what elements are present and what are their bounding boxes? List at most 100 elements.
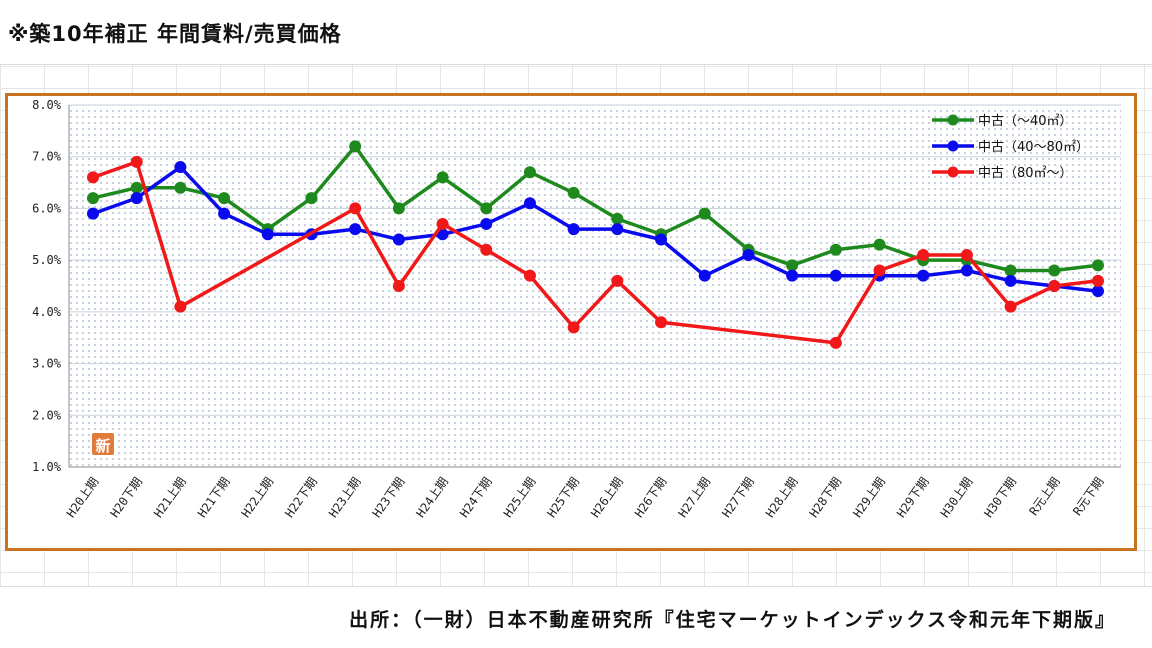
source-note: 出所：（一財）日本不動産研究所『住宅マーケットインデックス令和元年下期版』 — [349, 609, 1116, 631]
data-point — [130, 192, 143, 205]
data-point — [655, 233, 668, 246]
x-tick-label: H30上期 — [938, 475, 976, 520]
legend-label: 中古（～40㎡） — [978, 114, 1073, 129]
footer-band: 出所：（一財）日本不動産研究所『住宅マーケットインデックス令和元年下期版』 — [0, 586, 1152, 648]
data-point — [611, 274, 624, 287]
legend: 中古（～40㎡） 中古（40～80㎡） 中古（80㎡～） — [932, 114, 1089, 181]
data-point — [436, 217, 449, 230]
legend-label: 中古（40～80㎡） — [978, 140, 1089, 155]
y-tick-label: 3.0% — [32, 357, 62, 371]
x-tick-label: H28下期 — [807, 475, 845, 520]
x-tick-label: R元下期 — [1070, 475, 1106, 518]
data-point — [611, 212, 624, 225]
line-chart: 1.0%2.0%3.0%4.0%5.0%6.0%7.0%8.0% H20上期 H2… — [32, 98, 1121, 520]
x-tick-label: R元上期 — [1026, 475, 1062, 518]
data-point — [480, 202, 493, 215]
x-tick-label: H24上期 — [413, 475, 451, 520]
x-tick-label: H26上期 — [588, 475, 626, 520]
data-point — [960, 264, 973, 277]
data-point — [392, 202, 405, 215]
data-point — [1004, 300, 1017, 313]
data-point — [829, 269, 842, 282]
data-point — [349, 140, 362, 153]
data-point — [523, 197, 536, 210]
y-tick-label: 2.0% — [32, 408, 62, 422]
x-tick-label: H30下期 — [981, 475, 1019, 520]
series-line — [92, 144, 1099, 273]
data-point — [742, 248, 755, 261]
legend-swatch-marker — [947, 140, 959, 152]
data-point — [87, 192, 99, 205]
legend-swatch-marker — [947, 114, 959, 126]
x-tick-label: H20上期 — [64, 475, 102, 520]
data-point — [567, 223, 580, 236]
data-point — [1048, 264, 1061, 277]
x-tick-label: H20下期 — [107, 475, 145, 520]
x-tick-label: H22下期 — [282, 475, 320, 520]
y-tick-label: 7.0% — [32, 150, 62, 164]
data-point — [436, 228, 449, 241]
data-point — [392, 233, 405, 246]
y-tick-label: 6.0% — [32, 201, 62, 215]
data-point — [87, 207, 99, 220]
y-tick-label: 8.0% — [32, 98, 62, 112]
data-point — [655, 316, 668, 329]
data-point — [567, 186, 580, 199]
data-point — [917, 248, 930, 261]
data-point — [480, 243, 493, 256]
legend-label: 中古（80㎡～） — [978, 166, 1073, 181]
data-point — [261, 228, 274, 241]
data-point — [829, 336, 842, 349]
series-layer — [87, 140, 1104, 349]
data-point — [349, 223, 362, 236]
x-tick-label: H27下期 — [719, 475, 757, 520]
data-point — [1004, 274, 1017, 287]
chart-frame[interactable]: 1.0% 2.0% 3.0% 4.0% 5.0% 6.0% 7.0% 8.0% H20上期 H2… — [5, 93, 1137, 551]
x-tick-label: H22上期 — [239, 475, 277, 520]
data-point — [611, 223, 624, 236]
data-point — [480, 217, 493, 230]
plot-area — [69, 105, 1121, 467]
data-point — [174, 161, 187, 174]
title-band: ※築10年補正 年間賃料/売買価格 — [0, 0, 1152, 65]
data-point — [392, 280, 405, 292]
data-point — [786, 259, 799, 272]
x-axis-ticks: H20上期 H20下期 H21上期 H21下期 H22上期 H22下期 H23上期 H23下期… — [64, 475, 1107, 520]
x-tick-label: H27上期 — [676, 475, 714, 520]
x-tick-label: H26下期 — [632, 475, 670, 520]
x-tick-label: H24下期 — [457, 475, 495, 520]
x-tick-label: H23下期 — [370, 475, 408, 520]
data-point — [698, 207, 711, 220]
x-tick-label: H21下期 — [195, 475, 233, 520]
data-point — [960, 248, 973, 261]
data-point — [917, 269, 930, 282]
data-point — [87, 171, 99, 184]
new-badge-label: 新 — [95, 437, 110, 455]
data-point — [1092, 285, 1104, 298]
grid-lines — [68, 104, 1121, 468]
series-line — [92, 165, 1099, 293]
data-point — [829, 243, 842, 256]
data-point — [349, 202, 362, 215]
data-point — [1092, 259, 1104, 272]
page-title: ※築10年補正 年間賃料/売買価格 — [8, 22, 342, 46]
y-tick-label: 4.0% — [32, 305, 62, 319]
data-point — [873, 264, 886, 277]
y-tick-label: 1.0% — [32, 460, 62, 474]
data-point — [174, 300, 187, 313]
data-point — [130, 181, 143, 194]
data-point — [305, 192, 318, 205]
data-point — [523, 166, 536, 179]
data-point — [786, 269, 799, 282]
data-point — [873, 238, 886, 251]
y-tick-label: 5.0% — [32, 253, 62, 267]
x-tick-label: H23上期 — [326, 475, 364, 520]
x-tick-label: H25下期 — [544, 475, 582, 520]
x-tick-label: H29上期 — [850, 475, 888, 520]
data-point — [174, 181, 187, 194]
data-point — [130, 155, 143, 168]
legend-swatch-marker — [947, 166, 959, 178]
data-point — [567, 321, 580, 334]
data-point — [1048, 280, 1061, 292]
new-badge-icon: 新 — [92, 433, 114, 455]
